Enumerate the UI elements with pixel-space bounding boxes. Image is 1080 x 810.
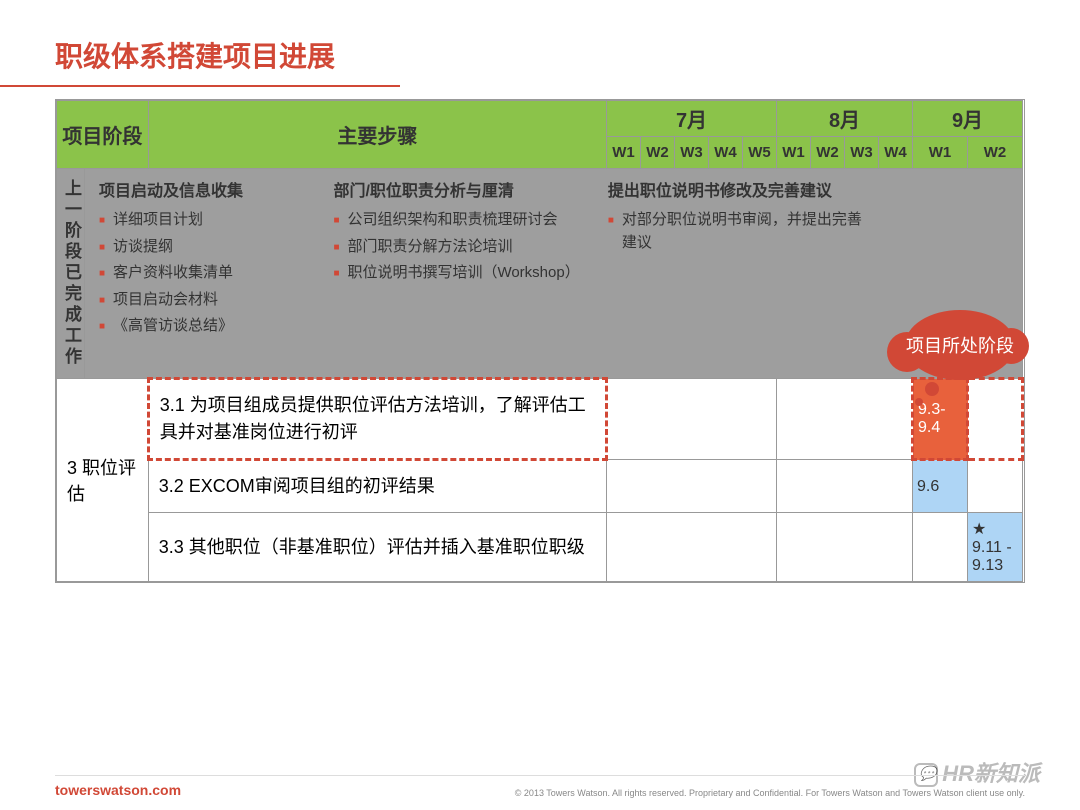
step-3-2: 3.2 EXCOM审阅项目组的初评结果 — [148, 460, 606, 513]
list-item: 公司组织架构和职责梳理研讨会 — [333, 209, 583, 232]
gantt-table: 项目阶段 主要步骤 7月 8月 9月 W1 W2 W3 W4 W5 W1 W2 … — [55, 99, 1025, 583]
week: W3 — [675, 137, 709, 169]
footer: towerswatson.com © 2013 Towers Watson. A… — [55, 775, 1025, 798]
week: W3 — [845, 137, 879, 169]
callout-text: 项目所处阶段 — [906, 332, 1014, 358]
prev-col2-title: 部门/职位职责分析与厘清 — [333, 177, 583, 201]
col-stage: 项目阶段 — [57, 101, 149, 169]
slide-title: 职级体系搭建项目进展 — [0, 0, 400, 87]
footer-url: towerswatson.com — [55, 782, 181, 798]
week: W4 — [879, 137, 913, 169]
list-item: 详细项目计划 — [99, 209, 309, 232]
week: W1 — [777, 137, 811, 169]
prev-col1-title: 项目启动及信息收集 — [99, 177, 309, 201]
week: W5 — [743, 137, 777, 169]
step-3-3: 3.3 其他职位（非基准职位）评估并插入基准职位职级 — [148, 513, 606, 582]
date-3-2: 9.6 — [913, 460, 968, 513]
date-3-3: ★ 9.11 - 9.13 — [968, 513, 1023, 582]
list-item: 职位说明书撰写培训（Workshop） — [333, 262, 583, 285]
week: W2 — [641, 137, 675, 169]
previous-phase-label: 上一阶段已完成工作 — [57, 169, 85, 379]
month-sep: 9月 — [913, 101, 1023, 137]
list-item: 对部分职位说明书审阅，并提出完善建议 — [608, 209, 868, 254]
list-item: 客户资料收集清单 — [99, 262, 309, 285]
week: W1 — [607, 137, 641, 169]
previous-phase-content: 项目启动及信息收集 详细项目计划 访谈提纲 客户资料收集清单 项目启动会材料 《… — [85, 169, 1023, 379]
list-item: 《高管访谈总结》 — [99, 315, 309, 338]
step-3-1: 3.1 为项目组成员提供职位评估方法培训，了解评估工具并对基准岗位进行初评 — [148, 379, 606, 460]
week: W4 — [709, 137, 743, 169]
week: W1 — [913, 137, 968, 169]
prev-col3-title: 提出职位说明书修改及完善建议 — [608, 177, 868, 201]
month-aug: 8月 — [777, 101, 913, 137]
week: W2 — [811, 137, 845, 169]
callout-bubble: 项目所处阶段 — [905, 310, 1035, 380]
date-3-1: 9.3-9.4 — [913, 379, 968, 460]
phase3-label: 3 职位评估 — [57, 379, 149, 582]
col-steps: 主要步骤 — [148, 101, 606, 169]
footer-copyright: © 2013 Towers Watson. All rights reserve… — [515, 788, 1025, 798]
list-item: 部门职责分解方法论培训 — [333, 236, 583, 259]
month-jul: 7月 — [607, 101, 777, 137]
list-item: 项目启动会材料 — [99, 289, 309, 312]
list-item: 访谈提纲 — [99, 236, 309, 259]
week: W2 — [968, 137, 1023, 169]
